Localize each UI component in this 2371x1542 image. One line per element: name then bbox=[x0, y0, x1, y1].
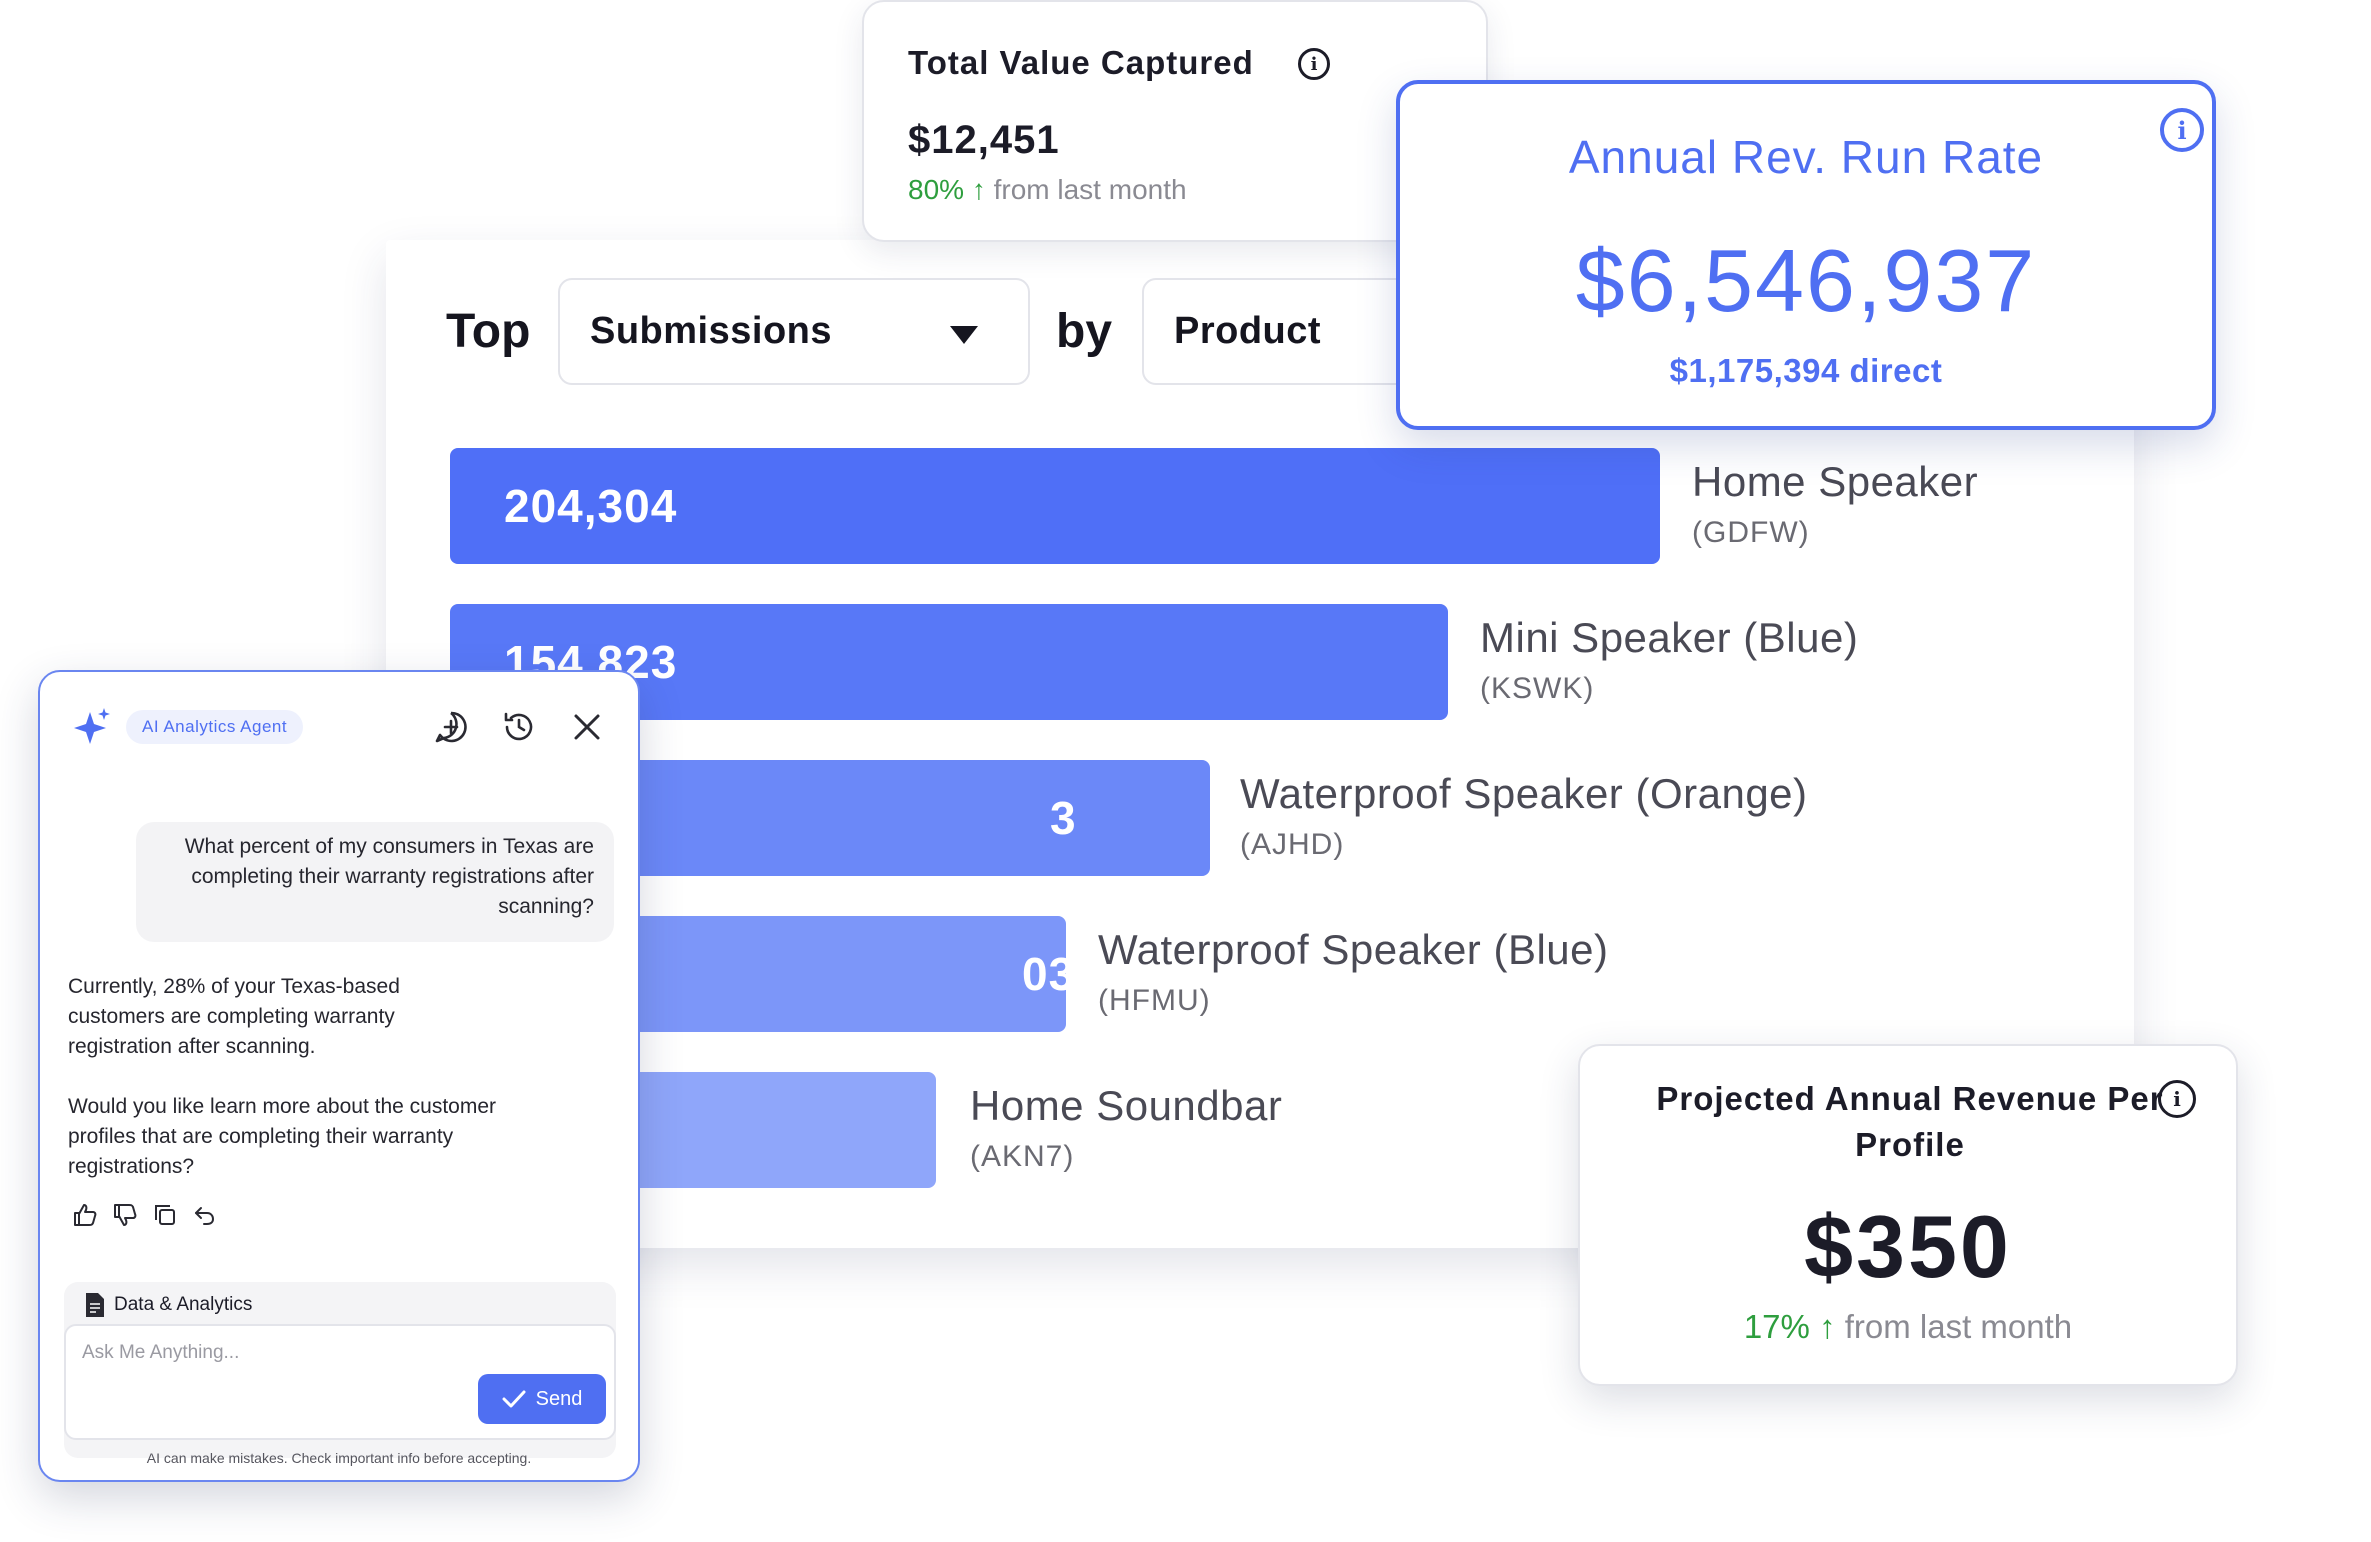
document-icon bbox=[86, 1293, 104, 1317]
close-icon[interactable] bbox=[572, 712, 602, 742]
change-percent: 80% bbox=[908, 174, 965, 205]
agent-reply-paragraph: Would you like learn more about the cust… bbox=[68, 1095, 496, 1178]
send-button[interactable]: Send bbox=[478, 1374, 606, 1424]
copy-icon[interactable] bbox=[152, 1202, 178, 1228]
arrow-up-icon: ↑ bbox=[971, 174, 986, 205]
card-value: $12,451 bbox=[908, 118, 1060, 162]
card-change: 80% ↑ from last month bbox=[908, 174, 1187, 206]
thumbs-down-icon[interactable] bbox=[112, 1202, 138, 1228]
card-title: Total Value Captured bbox=[908, 44, 1254, 81]
card-subvalue: $1,175,394 direct bbox=[1669, 352, 1943, 389]
context-label: Data & Analytics bbox=[114, 1294, 253, 1315]
profile-revenue-card: Projected Annual Revenue Per Profile i $… bbox=[1578, 1044, 2238, 1386]
top-label: Top bbox=[446, 305, 531, 358]
bar-category-name: Waterproof Speaker (Orange) bbox=[1240, 770, 1808, 817]
chat-input-placeholder: Ask Me Anything... bbox=[82, 1342, 240, 1363]
bar-category-code: (AJHD) bbox=[1240, 828, 1345, 861]
info-icon[interactable]: i bbox=[2160, 108, 2204, 152]
agent-reply-paragraph: Currently, 28% of your Texas-based custo… bbox=[68, 975, 400, 1058]
card-change: 17% ↑ from last month bbox=[1580, 1308, 2236, 1346]
undo-icon[interactable] bbox=[192, 1202, 218, 1228]
run-rate-card: Annual Rev. Run Rate i $6,546,937 $1,175… bbox=[1396, 80, 2216, 430]
card-title: Projected Annual Revenue Per Profile bbox=[1656, 1080, 2164, 1163]
total-value-card: Total Value Captured i $12,451 80% ↑ fro… bbox=[862, 0, 1488, 242]
bar-category-name: Home Soundbar bbox=[970, 1082, 1283, 1129]
thumbs-up-icon[interactable] bbox=[72, 1202, 98, 1228]
bar-category-code: (GDFW) bbox=[1692, 516, 1810, 549]
card-value: $350 bbox=[1804, 1197, 2012, 1296]
chevron-down-icon bbox=[950, 326, 978, 344]
bar-category-code: (KSWK) bbox=[1480, 672, 1595, 705]
card-title: Annual Rev. Run Rate bbox=[1568, 131, 2044, 183]
arrow-up-icon: ↑ bbox=[1819, 1308, 1836, 1345]
bar-category-code: (AKN7) bbox=[970, 1140, 1075, 1173]
bar-category-name: Mini Speaker (Blue) bbox=[1480, 614, 1859, 661]
info-icon[interactable]: i bbox=[1298, 48, 1330, 80]
user-message-bubble: What percent of my consumers in Texas ar… bbox=[136, 822, 614, 942]
bar-value-label: 204,304 bbox=[504, 480, 678, 532]
change-text: from last month bbox=[1844, 1308, 2073, 1345]
send-label: Send bbox=[535, 1387, 583, 1410]
new-chat-icon[interactable] bbox=[434, 710, 468, 744]
bar-category-code: (HFMU) bbox=[1098, 984, 1211, 1017]
chat-input-field[interactable]: Ask Me Anything... Send bbox=[64, 1324, 616, 1440]
composer: Data & Analytics Ask Me Anything... Send bbox=[64, 1282, 616, 1458]
bar-category-name: Waterproof Speaker (Blue) bbox=[1098, 926, 1609, 973]
metric-select[interactable]: Submissions bbox=[558, 278, 1030, 385]
dimension-select-value: Product bbox=[1174, 310, 1322, 352]
agent-badge: AI Analytics Agent bbox=[126, 710, 304, 744]
sparkle-icon bbox=[74, 708, 110, 744]
history-icon[interactable] bbox=[502, 710, 536, 744]
chart-bar-home-speaker[interactable]: 204,304 bbox=[450, 448, 1660, 564]
check-icon bbox=[502, 1390, 526, 1408]
bar-value-label: 03 bbox=[1022, 948, 1076, 1000]
ai-agent-panel: AI Analytics Agent What percent of my co… bbox=[38, 670, 640, 1482]
metric-select-value: Submissions bbox=[590, 310, 832, 352]
info-icon[interactable]: i bbox=[2158, 1080, 2196, 1118]
change-percent: 17% bbox=[1743, 1308, 1810, 1345]
change-text: from last month bbox=[993, 174, 1187, 205]
card-value: $6,546,937 bbox=[1575, 231, 2037, 330]
bar-category-name: Home Speaker bbox=[1692, 458, 1979, 505]
user-message-text: What percent of my consumers in Texas ar… bbox=[184, 835, 594, 918]
by-label: by bbox=[1056, 305, 1113, 358]
bar-value-label: 3 bbox=[1050, 792, 1077, 844]
disclaimer-text: AI can make mistakes. Check important in… bbox=[146, 1450, 532, 1466]
